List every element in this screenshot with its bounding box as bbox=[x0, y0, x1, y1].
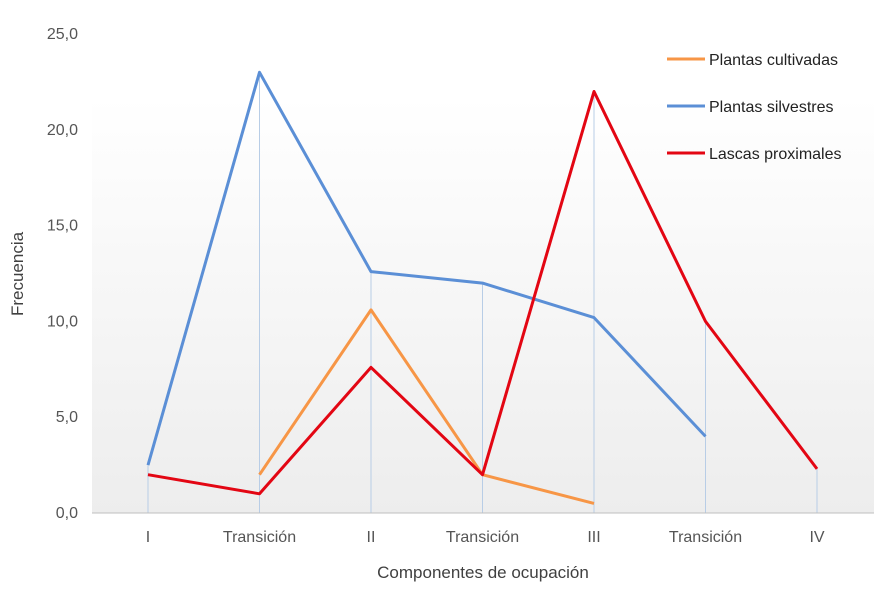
legend-label-lascas-proximales: Lascas proximales bbox=[709, 146, 842, 163]
x-tick-labels: I Transición II Transición III Transición IV bbox=[146, 529, 825, 546]
series-line-lascas-proximales bbox=[147, 90, 819, 496]
series-line-plantas-cultivadas bbox=[258, 308, 595, 505]
y-tick-label: 0,0 bbox=[56, 505, 78, 522]
x-tick-label: Transición bbox=[446, 529, 519, 546]
x-tick-label: I bbox=[146, 529, 150, 546]
x-tick-label: III bbox=[587, 529, 600, 546]
y-tick-label: 20,0 bbox=[47, 122, 78, 139]
legend-label-plantas-cultivadas: Plantas cultivadas bbox=[709, 52, 838, 69]
series-line-plantas-silvestres bbox=[146, 70, 707, 466]
y-axis-title: Frecuencia bbox=[8, 231, 27, 316]
x-tick-label: IV bbox=[809, 529, 824, 546]
y-tick-label: 25,0 bbox=[47, 26, 78, 43]
x-tick-label: Transición bbox=[669, 529, 742, 546]
y-tick-labels: 0,0 5,0 10,0 15,0 20,0 25,0 bbox=[47, 26, 78, 522]
y-tick-label: 5,0 bbox=[56, 409, 78, 426]
x-tick-label: II bbox=[367, 529, 376, 546]
y-tick-label: 15,0 bbox=[47, 218, 78, 235]
series-lines bbox=[146, 70, 819, 505]
legend: Plantas cultivadas Plantas silvestres Lasc… bbox=[667, 52, 842, 163]
y-tick-label: 10,0 bbox=[47, 313, 78, 330]
x-tick-label: Transición bbox=[223, 529, 296, 546]
legend-label-plantas-silvestres: Plantas silvestres bbox=[709, 99, 834, 116]
x-axis-title: Componentes de ocupación bbox=[377, 563, 589, 582]
